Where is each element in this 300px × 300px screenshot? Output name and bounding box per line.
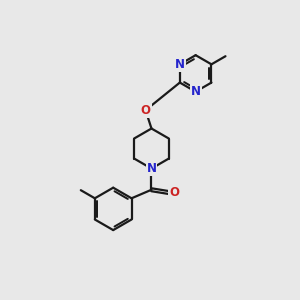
- Text: N: N: [175, 58, 185, 71]
- Text: O: O: [141, 104, 151, 117]
- Text: N: N: [146, 162, 157, 175]
- Text: N: N: [190, 85, 201, 98]
- Text: O: O: [169, 186, 179, 199]
